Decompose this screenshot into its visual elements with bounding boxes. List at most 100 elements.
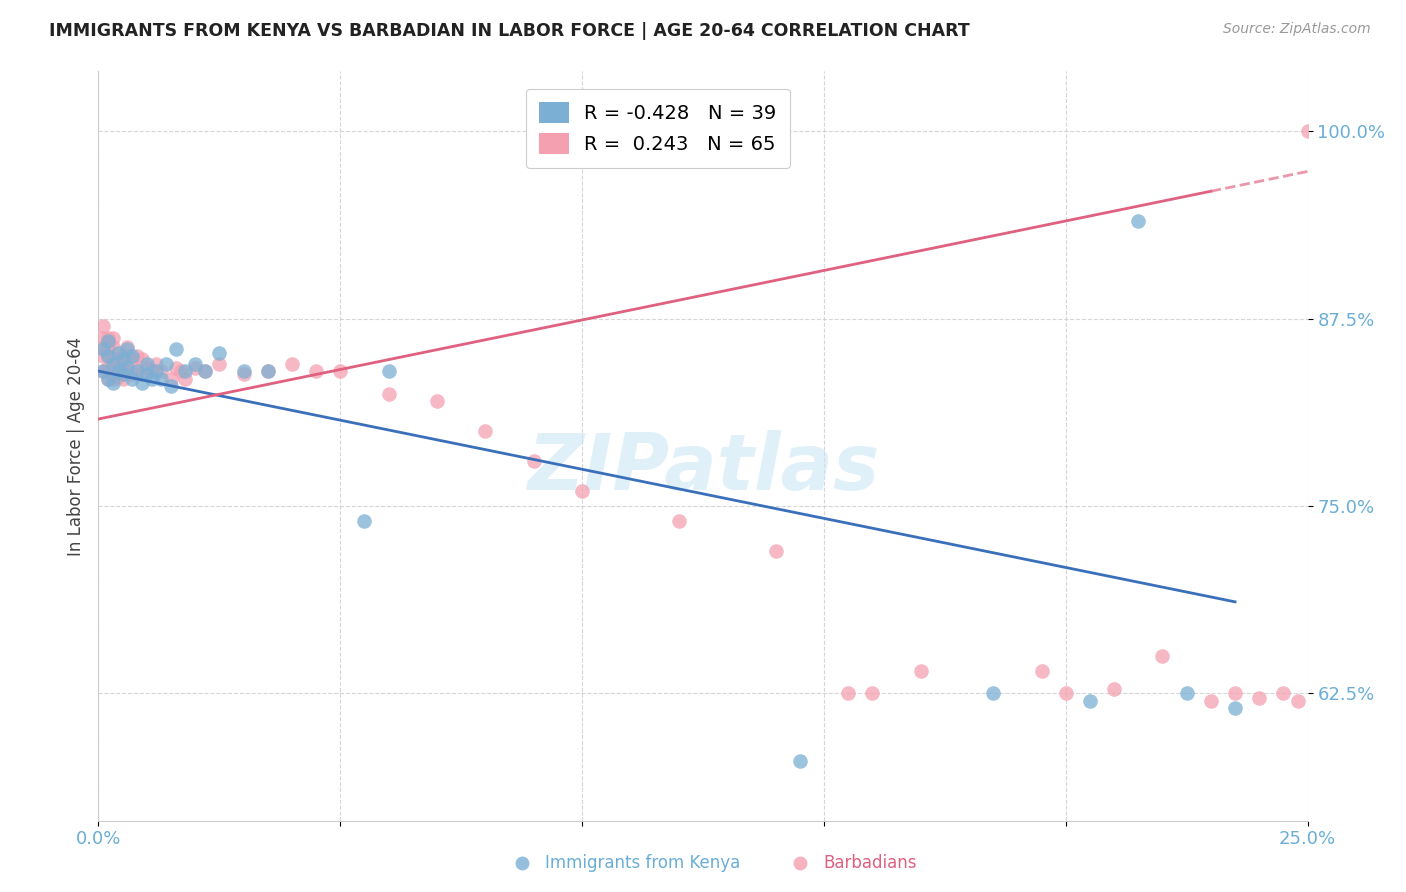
Point <box>117 364 139 378</box>
Point <box>97 371 120 385</box>
Point <box>329 364 352 378</box>
Point <box>145 364 167 378</box>
Point <box>97 371 120 385</box>
Point <box>169 364 191 378</box>
Point <box>101 352 124 367</box>
Point <box>668 514 690 528</box>
Point <box>523 454 546 468</box>
Point <box>101 364 124 378</box>
Point <box>174 364 197 378</box>
Point <box>101 371 124 385</box>
Point <box>1223 686 1246 700</box>
Point <box>150 364 173 378</box>
Point <box>860 686 883 700</box>
Point <box>135 361 157 376</box>
Point <box>377 364 399 378</box>
Point <box>208 346 231 360</box>
Point <box>91 331 114 345</box>
Point <box>1054 686 1077 700</box>
Point <box>1249 690 1271 705</box>
Text: Immigrants from Kenya: Immigrants from Kenya <box>546 854 740 872</box>
Point <box>789 856 811 871</box>
Point <box>165 361 187 376</box>
Point <box>127 364 149 378</box>
Point <box>571 483 593 498</box>
Point <box>1223 701 1246 715</box>
Point <box>131 352 153 367</box>
Point <box>111 361 134 376</box>
Point <box>111 367 134 381</box>
Point <box>1078 694 1101 708</box>
Point <box>1175 686 1198 700</box>
Point <box>131 376 153 390</box>
Point <box>91 340 114 354</box>
Point <box>1286 694 1309 708</box>
Point <box>1296 124 1319 138</box>
Point <box>97 349 120 363</box>
Point <box>150 371 173 385</box>
Point <box>91 364 114 378</box>
Point <box>141 371 163 385</box>
Point <box>765 544 787 558</box>
Point <box>97 349 120 363</box>
Point <box>117 340 139 354</box>
Point <box>194 364 217 378</box>
Point <box>101 340 124 354</box>
Point <box>184 357 207 371</box>
Point <box>1152 648 1174 663</box>
Point <box>135 357 157 371</box>
Point <box>353 514 375 528</box>
Point <box>160 379 183 393</box>
Point <box>141 364 163 378</box>
Text: Barbadians: Barbadians <box>824 854 917 872</box>
Point <box>107 346 129 360</box>
Point <box>101 331 124 345</box>
Point <box>165 342 187 356</box>
Point <box>160 371 183 385</box>
Point <box>174 371 197 385</box>
Text: IMMIGRANTS FROM KENYA VS BARBADIAN IN LABOR FORCE | AGE 20-64 CORRELATION CHART: IMMIGRANTS FROM KENYA VS BARBADIAN IN LA… <box>49 22 970 40</box>
Point <box>117 342 139 356</box>
Point <box>910 664 932 678</box>
Point <box>91 349 114 363</box>
Point <box>1128 214 1150 228</box>
Point <box>510 856 533 871</box>
Point <box>127 349 149 363</box>
Point <box>91 364 114 378</box>
Point <box>97 361 120 376</box>
Text: ZIPatlas: ZIPatlas <box>527 431 879 507</box>
Point <box>97 340 120 354</box>
Point <box>101 376 124 390</box>
Point <box>107 361 129 376</box>
Point <box>1102 681 1125 696</box>
Point <box>232 364 254 378</box>
Point <box>101 357 124 371</box>
Point <box>377 386 399 401</box>
Legend: R = -0.428   N = 39, R =  0.243   N = 65: R = -0.428 N = 39, R = 0.243 N = 65 <box>526 88 790 168</box>
Point <box>232 367 254 381</box>
Point <box>131 367 153 381</box>
Point <box>91 319 114 334</box>
Point <box>474 424 496 438</box>
Point <box>121 367 143 381</box>
Point <box>208 357 231 371</box>
Point <box>135 367 157 381</box>
Point <box>107 364 129 378</box>
Point <box>305 364 328 378</box>
Point <box>837 686 859 700</box>
Point <box>281 357 304 371</box>
Point <box>121 352 143 367</box>
Text: Source: ZipAtlas.com: Source: ZipAtlas.com <box>1223 22 1371 37</box>
Point <box>107 352 129 367</box>
Point <box>117 359 139 374</box>
Point <box>121 349 143 363</box>
Point <box>789 754 811 768</box>
Point <box>121 371 143 385</box>
Point <box>97 331 120 345</box>
Point <box>981 686 1004 700</box>
Y-axis label: In Labor Force | Age 20-64: In Labor Force | Age 20-64 <box>66 336 84 556</box>
Point <box>111 352 134 367</box>
Point <box>256 364 278 378</box>
Point <box>1031 664 1053 678</box>
Point <box>107 370 129 384</box>
